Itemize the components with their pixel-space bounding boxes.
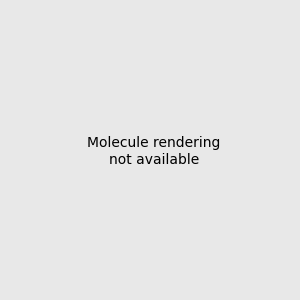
Text: Molecule rendering
not available: Molecule rendering not available: [87, 136, 220, 166]
